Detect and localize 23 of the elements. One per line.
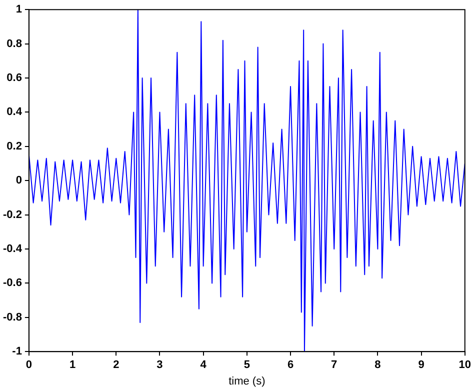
x-tick-label: 2 — [113, 359, 120, 372]
y-tick-label: 0.4 — [6, 106, 23, 118]
y-tick-label: -1 — [12, 346, 22, 358]
x-tick-label: 4 — [200, 359, 208, 372]
x-tick-label: 7 — [331, 359, 338, 372]
y-tick-label: 0.6 — [6, 72, 22, 84]
x-tick-label: 9 — [418, 359, 424, 372]
x-tick-label: 6 — [287, 359, 294, 372]
y-tick-label: 0 — [16, 174, 22, 187]
x-tick-label: 3 — [156, 359, 163, 372]
x-tick-label: 1 — [69, 359, 76, 372]
y-tick-label: -0.4 — [2, 243, 23, 256]
x-tick-label: 0 — [26, 359, 32, 372]
x-tick-label: 5 — [244, 359, 250, 372]
y-tick-label: 1 — [16, 4, 22, 16]
y-tick-label: -0.8 — [2, 311, 22, 324]
x-axis-title: time (s) — [228, 375, 266, 388]
y-tick-label: 0.2 — [6, 140, 22, 152]
x-tick-label: 10 — [458, 359, 472, 372]
y-tick-label: -0.2 — [2, 208, 22, 221]
y-tick-label: 0.8 — [6, 38, 22, 50]
x-tick-label: 8 — [374, 359, 381, 372]
y-tick-label: -0.6 — [2, 277, 22, 290]
